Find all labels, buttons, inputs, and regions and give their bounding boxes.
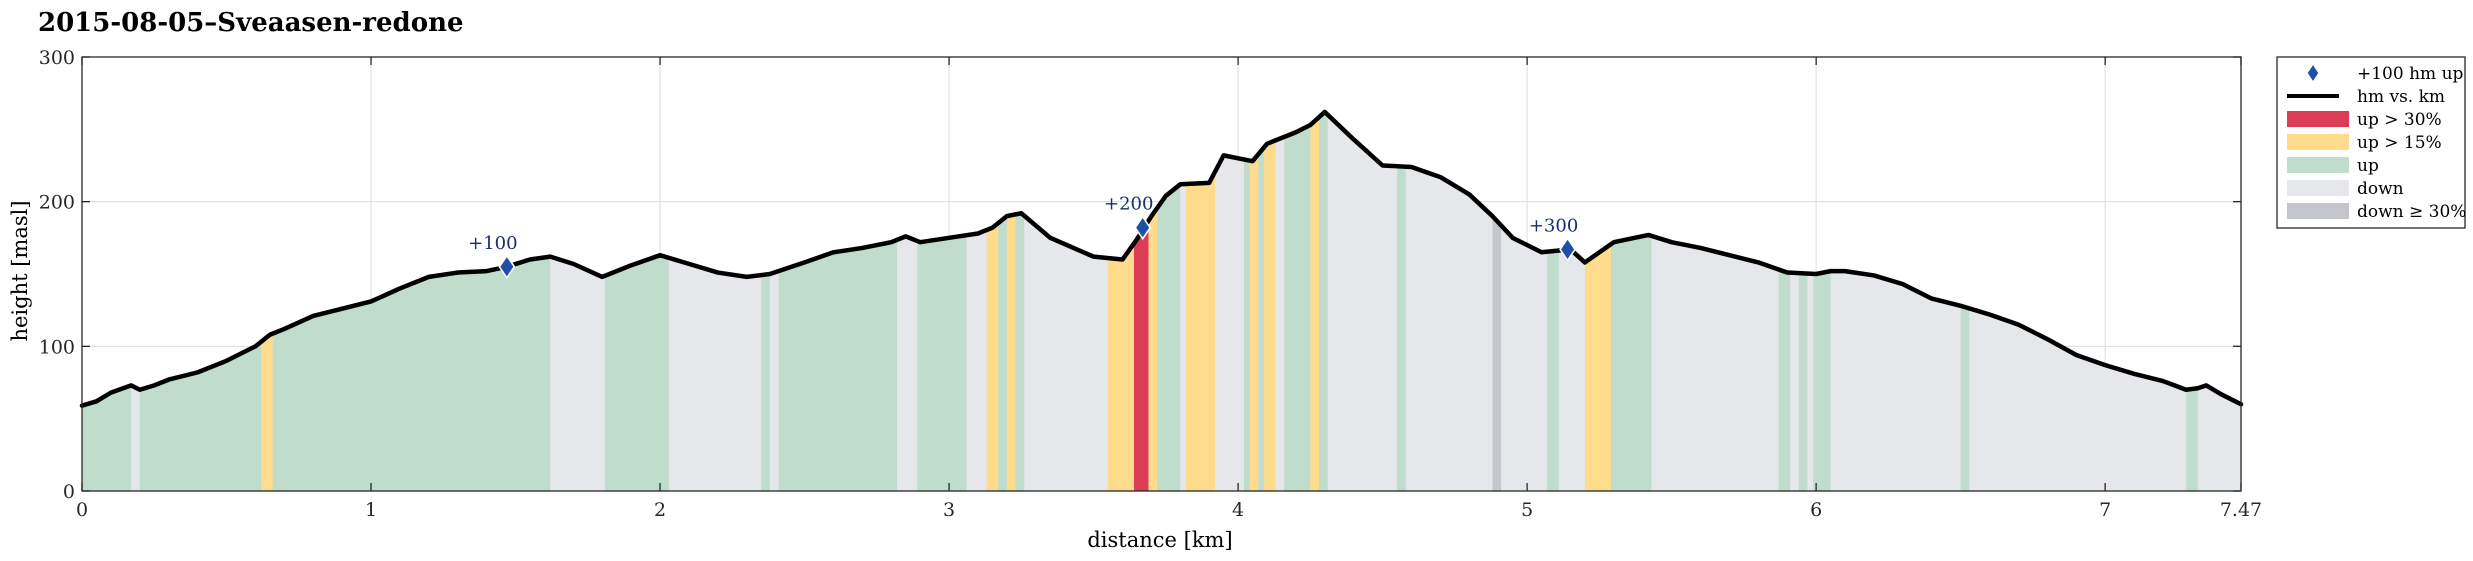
band-up15 [1584,111,1612,491]
band-up15 [1310,111,1320,491]
legend-label: down ≥ 30% [2357,202,2466,222]
legend-marker-swatch [2306,62,2320,84]
band-up [1284,111,1311,491]
legend-item-line: hm vs. km [2287,87,2445,107]
band-down [1327,111,1398,491]
y-tick-label: 300 [39,47,75,69]
band-down [1969,111,2187,491]
band-up [1157,111,1181,491]
band-up [1397,111,1407,491]
band-down [1807,111,1814,491]
marker-diamond [498,254,516,280]
marker-label: +300 [1529,215,1578,236]
y-tick-label: 200 [39,192,75,214]
legend-item-down: down [2287,179,2404,199]
band-down [131,111,141,491]
legend-label: up > 30% [2357,110,2442,130]
band-up [2186,111,2199,491]
legend-swatch [2287,203,2349,219]
plot-area: 0 1 2 3 4 5 6 7 7.47 0 100 200 300 +100 +200 +300 [39,47,2262,521]
marker-diamond [1134,215,1152,241]
legend-label: down [2357,179,2404,199]
band-down [1651,111,1780,491]
band-up [1798,111,1809,491]
legend-item-up: up [2287,156,2379,176]
band-up [1547,111,1560,491]
legend-item-marker: +100 hm up [2306,62,2464,84]
x-tick-label: 7 [2099,499,2111,521]
band-up [761,111,771,491]
legend-swatch [2287,111,2349,127]
axes [81,56,2242,492]
band-up [1610,111,1652,491]
band-up [778,111,898,491]
chart-title: 2015-08-05–Sveaasen-redone [38,8,464,38]
band-up [1319,111,1329,491]
band-down [1024,111,1109,491]
band-up15 [1264,111,1277,491]
x-tick-label: 3 [943,499,955,521]
band-down [1405,111,1494,491]
legend-item-up30: up > 30% [2287,110,2442,130]
legend-item-down30: down ≥ 30% [2287,202,2466,222]
band-up15 [986,111,999,491]
band-down30 [1492,111,1502,491]
legend-label: hm vs. km [2357,87,2445,107]
band-up15 [261,111,274,491]
marker-diamond [1559,236,1577,262]
x-tick-label: 0 [76,499,88,521]
legend-swatch [2287,157,2349,173]
x-tick-label: 1 [365,499,377,521]
y-tick-label: 0 [63,481,75,503]
marker-label: +100 [468,233,517,254]
band-down [1214,111,1245,491]
band-up [998,111,1008,491]
band-down [966,111,988,491]
band-down [1790,111,1800,491]
band-up [1258,111,1265,491]
band-down [2197,111,2241,491]
band-up15 [1249,111,1259,491]
band-down [1275,111,1285,491]
band-up15 [1108,111,1135,491]
y-axis-label: height [masl] [8,200,32,341]
band-up15 [1148,111,1158,491]
band-up30 [1134,111,1150,491]
legend-label: up > 15% [2357,133,2442,153]
elevation-line [79,109,2244,408]
band-up [139,111,262,491]
x-tick-label: 5 [1521,499,1533,521]
band-down [1180,111,1187,491]
band-up [82,111,132,491]
band-up [1960,111,1970,491]
markers: +100 +200 +300 [468,194,1578,280]
x-tick-label: 7.47 [2220,499,2262,521]
band-up15 [1186,111,1216,491]
band-up15 [1006,111,1017,491]
axes-frame [81,56,2242,492]
band-down [897,111,918,491]
band-down [769,111,780,491]
legend: +100 hm up hm vs. km up > 30% up > 15% up dow… [2276,56,2466,229]
legend-swatch [2287,134,2349,150]
legend-label: up [2357,156,2379,176]
y-tick-label: 100 [39,336,75,358]
x-tick-label: 6 [1810,499,1822,521]
band-down [1558,111,1586,491]
band-down [1501,111,1548,491]
gradient-bands [82,111,2241,491]
band-up [917,111,968,491]
legend-label: +100 hm up [2357,64,2464,84]
band-up [1015,111,1025,491]
band-up [1243,111,1251,491]
marker-label: +200 [1104,194,1153,215]
legend-swatch [2287,180,2349,196]
x-tick-label: 2 [654,499,666,521]
x-tick-label: 4 [1232,499,1244,521]
legend-item-up15: up > 15% [2287,133,2442,153]
x-axis-label: distance [km] [1087,528,1232,552]
ticks: 0 1 2 3 4 5 6 7 7.47 0 100 200 300 [39,47,2262,521]
